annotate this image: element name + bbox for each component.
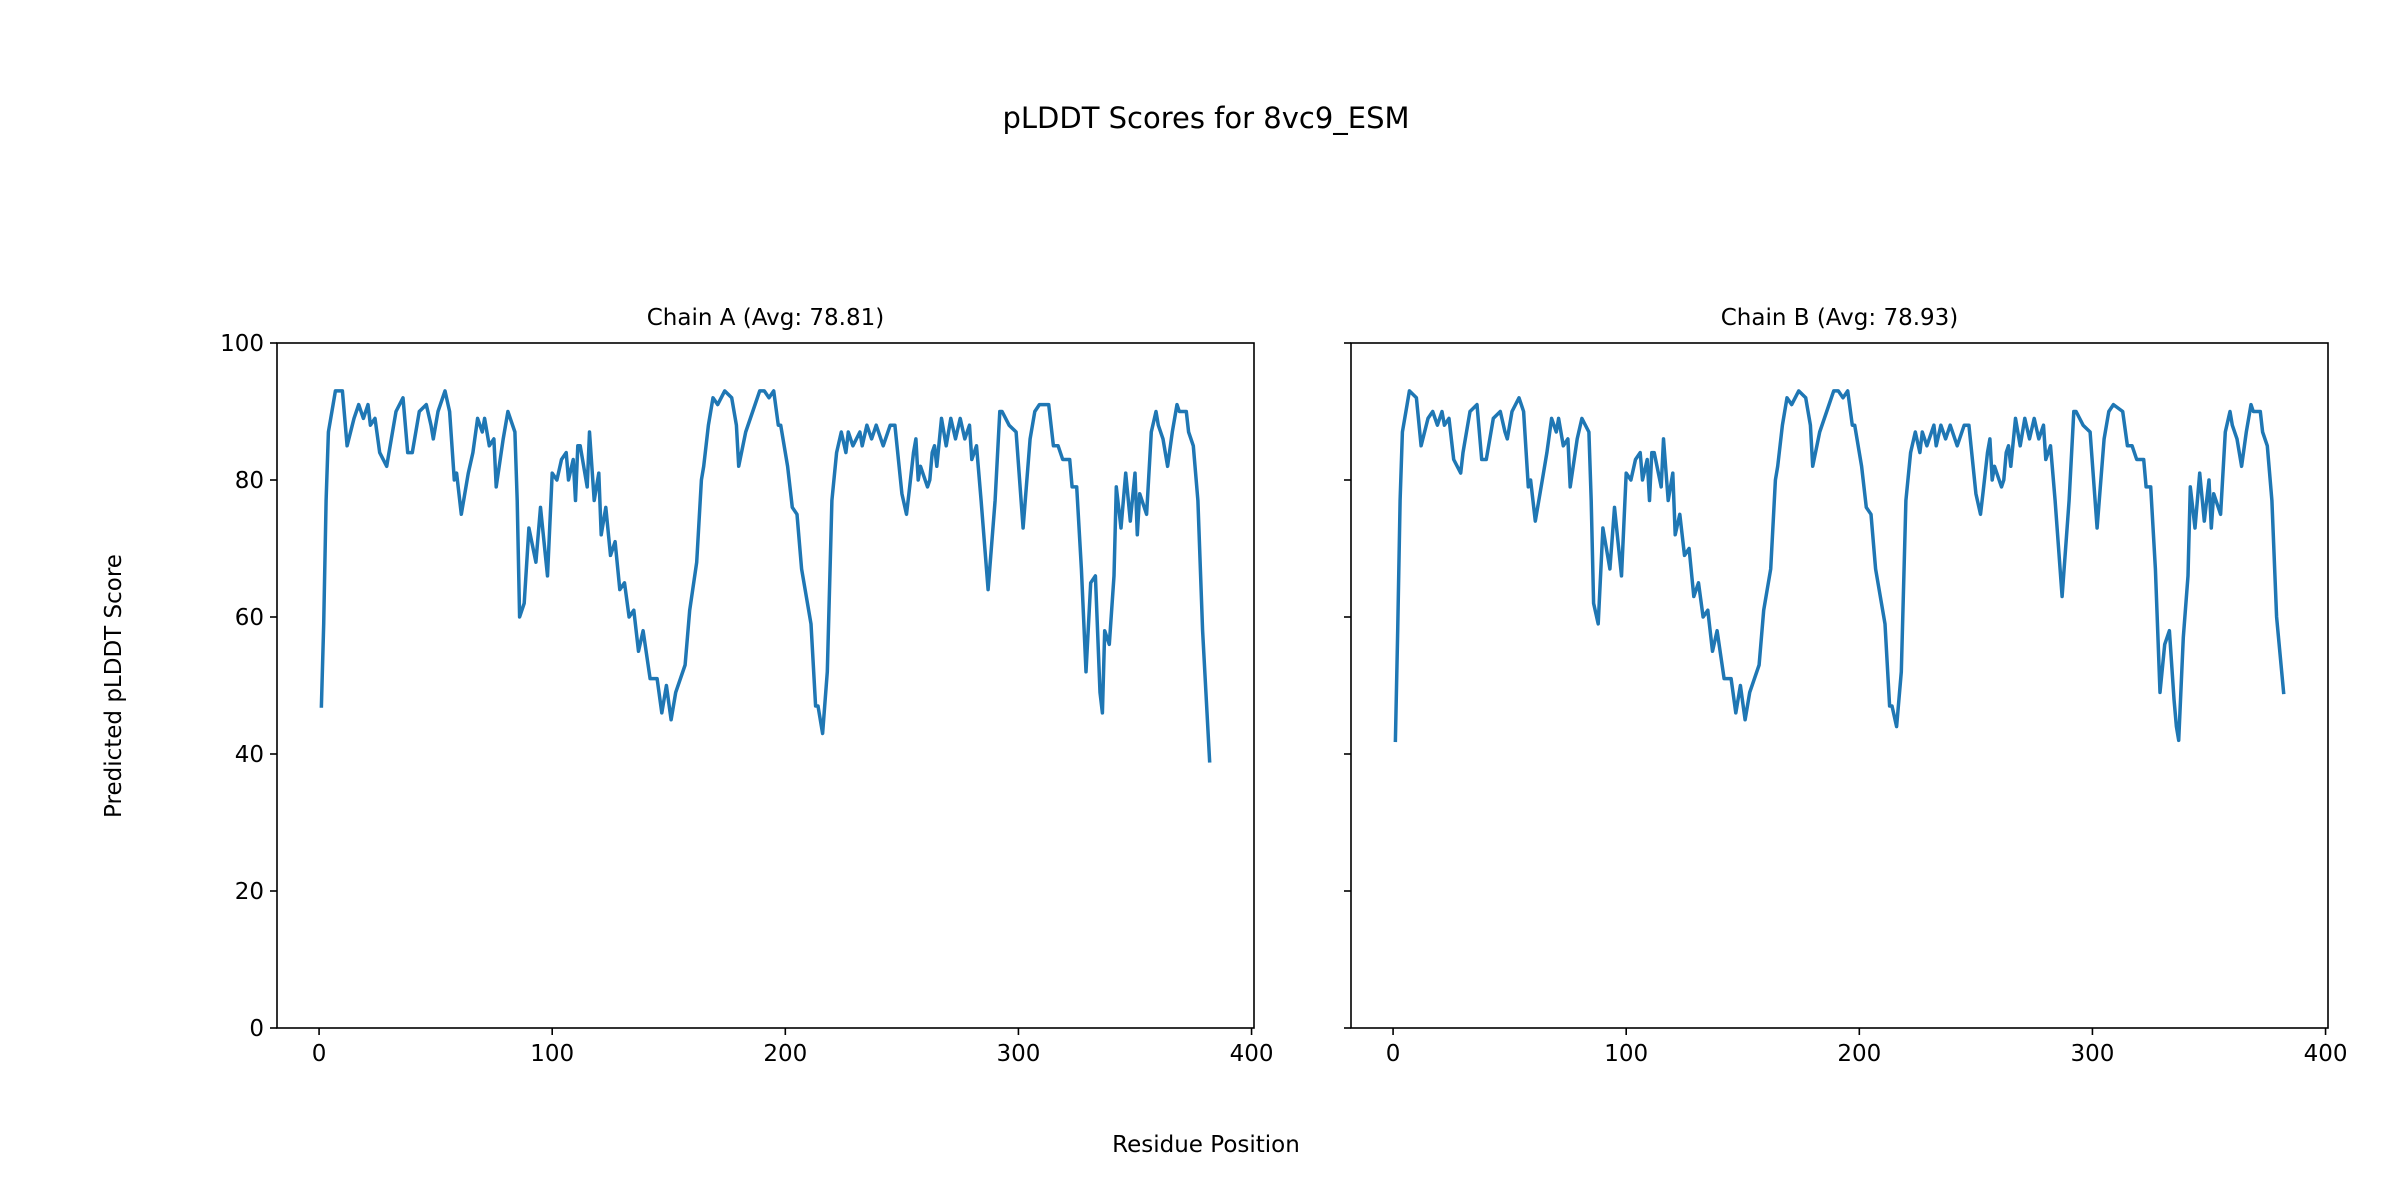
y-axis-label: Predicted pLDDT Score — [101, 554, 127, 818]
axes-frame — [1350, 342, 2329, 1029]
y-tick-label: 60 — [235, 605, 264, 631]
x-tick-label: 300 — [996, 1041, 1040, 1067]
x-tick-label: 400 — [2304, 1041, 2348, 1067]
x-tick-label: 400 — [1230, 1041, 1274, 1067]
x-tick-label: 300 — [2070, 1041, 2114, 1067]
x-tick-label: 200 — [1837, 1041, 1881, 1067]
x-tick-label: 0 — [312, 1041, 327, 1067]
y-tick-label: 80 — [235, 468, 264, 494]
x-tick-label: 200 — [763, 1041, 807, 1067]
axes-frame — [276, 342, 1255, 1029]
chain-b-panel: Chain B (Avg: 78.93) 0 100 200 300 400 — [1344, 305, 2348, 1067]
series-line-chain-a — [319, 389, 1212, 763]
series-line-chain-b — [1393, 389, 2286, 743]
x-axis-label: Residue Position — [1112, 1132, 1300, 1158]
x-tick-label: 100 — [530, 1041, 574, 1067]
subplot-title: Chain B (Avg: 78.93) — [1721, 305, 1959, 331]
x-tick-label: 100 — [1604, 1041, 1648, 1067]
figure-title: pLDDT Scores for 8vc9_ESM — [1002, 101, 1409, 135]
y-tick-label: 100 — [220, 331, 264, 357]
x-tick-label: 0 — [1386, 1041, 1401, 1067]
y-tick-label: 0 — [249, 1016, 264, 1042]
chain-a-panel: Chain A (Avg: 78.81) 0 100 200 300 400 0 20 40 60… — [220, 305, 1273, 1067]
y-tick-label: 20 — [235, 879, 264, 905]
y-tick-label: 40 — [235, 742, 264, 768]
subplot-title: Chain A (Avg: 78.81) — [647, 305, 885, 331]
